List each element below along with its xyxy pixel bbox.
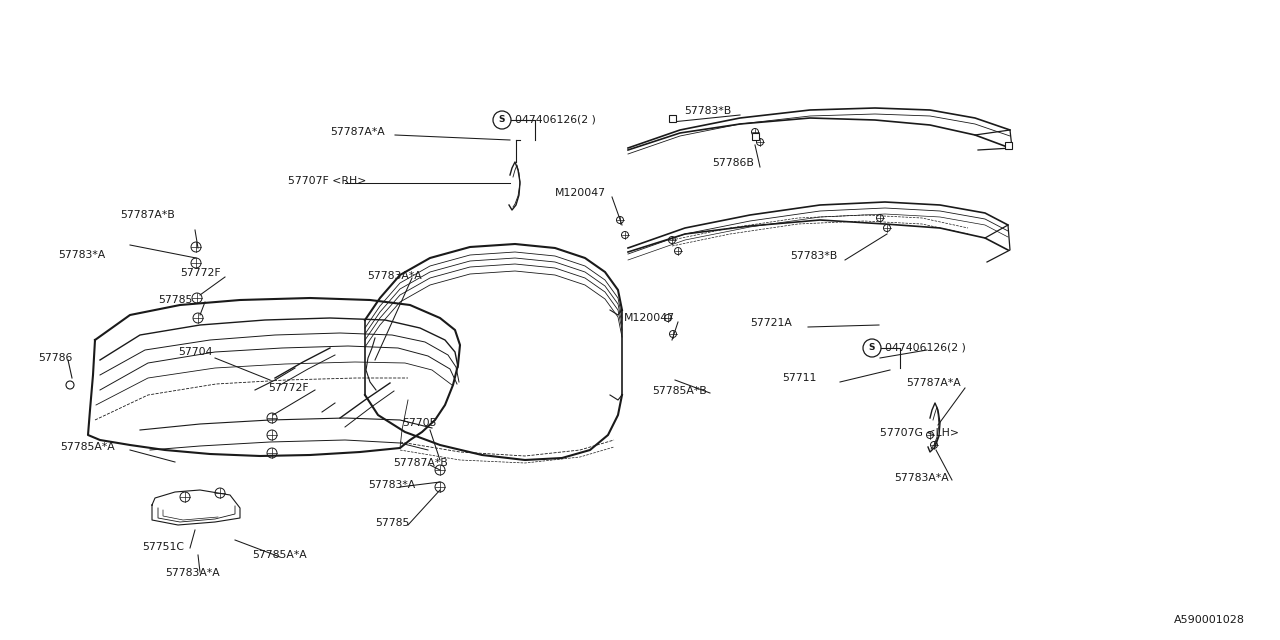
Text: 57787A*B: 57787A*B xyxy=(393,458,448,468)
Text: 57783*A: 57783*A xyxy=(369,480,415,490)
Text: 57707F <RH>: 57707F <RH> xyxy=(288,176,366,186)
Text: 57787A*A: 57787A*A xyxy=(906,378,961,388)
Text: 57787A*B: 57787A*B xyxy=(120,210,175,220)
Text: 57707G <LH>: 57707G <LH> xyxy=(881,428,959,438)
Text: M120047: M120047 xyxy=(556,188,605,198)
Text: 57772F: 57772F xyxy=(180,268,220,278)
Text: 57783*A: 57783*A xyxy=(58,250,105,260)
Text: 57787A*A: 57787A*A xyxy=(330,127,385,137)
Text: 57786: 57786 xyxy=(38,353,73,363)
Text: 57721A: 57721A xyxy=(750,318,792,328)
Text: 57785: 57785 xyxy=(375,518,410,528)
Text: 57783*B: 57783*B xyxy=(790,251,837,261)
Text: S: S xyxy=(869,344,876,353)
Text: 57785: 57785 xyxy=(157,295,192,305)
Text: 57783*B: 57783*B xyxy=(684,106,731,116)
Text: 57772F: 57772F xyxy=(268,383,308,393)
Text: 57704: 57704 xyxy=(178,347,212,357)
Text: 57751C: 57751C xyxy=(142,542,184,552)
Text: 047406126(2 ): 047406126(2 ) xyxy=(884,342,966,352)
Bar xyxy=(1005,141,1011,148)
Text: 57785A*B: 57785A*B xyxy=(652,386,707,396)
Text: 57711: 57711 xyxy=(782,373,817,383)
Text: 57783A*A: 57783A*A xyxy=(367,271,421,281)
Text: 57785A*A: 57785A*A xyxy=(252,550,307,560)
Text: A590001028: A590001028 xyxy=(1174,615,1245,625)
Text: 57783A*A: 57783A*A xyxy=(165,568,220,578)
Text: 57705: 57705 xyxy=(402,418,436,428)
Text: M120047: M120047 xyxy=(625,313,675,323)
Text: S: S xyxy=(499,115,506,125)
Text: 047406126(2 ): 047406126(2 ) xyxy=(515,115,596,125)
Text: 57785A*A: 57785A*A xyxy=(60,442,115,452)
Text: 57783A*A: 57783A*A xyxy=(893,473,948,483)
Bar xyxy=(668,115,676,122)
Bar xyxy=(751,132,759,140)
Text: 57786B: 57786B xyxy=(712,158,754,168)
